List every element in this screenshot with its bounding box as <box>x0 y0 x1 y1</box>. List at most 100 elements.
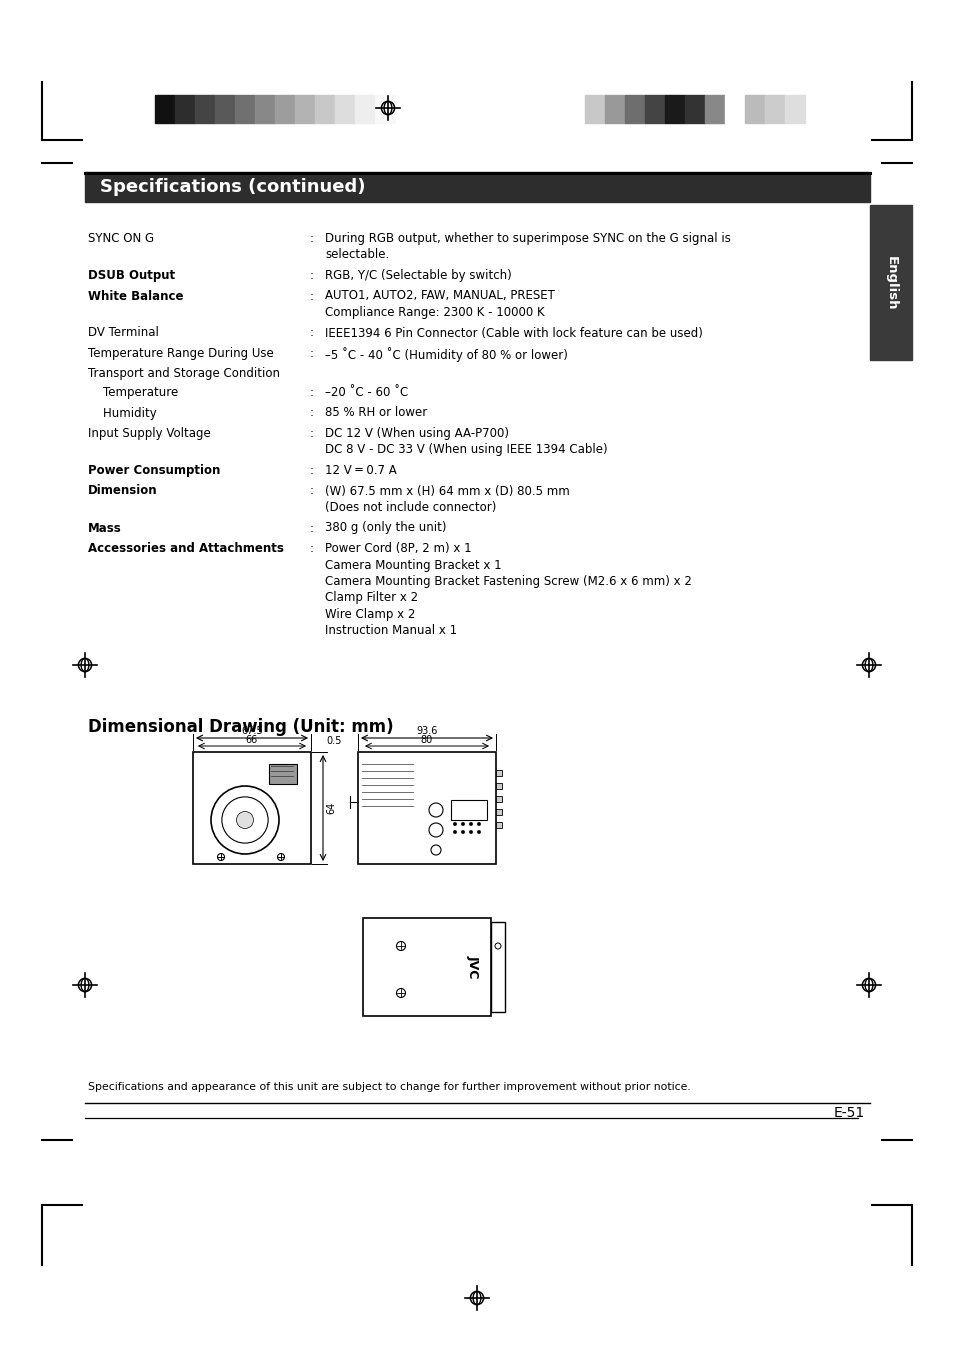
Bar <box>604 95 624 123</box>
Bar <box>624 95 644 123</box>
Bar <box>174 95 194 123</box>
Circle shape <box>453 831 456 834</box>
Text: Dimension: Dimension <box>88 485 157 497</box>
Text: :: : <box>310 269 314 282</box>
Circle shape <box>236 812 253 828</box>
Bar <box>704 95 724 123</box>
Circle shape <box>469 823 473 825</box>
Bar <box>496 796 501 802</box>
Text: :: : <box>310 289 314 303</box>
Text: 64: 64 <box>326 802 335 815</box>
Text: :: : <box>310 347 314 359</box>
Circle shape <box>476 831 480 834</box>
Bar <box>451 800 486 820</box>
Bar <box>496 784 501 789</box>
Bar <box>744 95 764 123</box>
Bar <box>684 95 704 123</box>
Text: Dimensional Drawing (Unit: mm): Dimensional Drawing (Unit: mm) <box>88 717 394 736</box>
Circle shape <box>460 823 464 825</box>
Text: During RGB output, whether to superimpose SYNC on the G signal is: During RGB output, whether to superimpos… <box>325 232 730 245</box>
Bar <box>234 95 254 123</box>
Bar <box>314 95 335 123</box>
Text: 12 V ═ 0.7 A: 12 V ═ 0.7 A <box>325 463 396 477</box>
Bar <box>724 95 744 123</box>
Circle shape <box>460 831 464 834</box>
Text: selectable.: selectable. <box>325 249 389 262</box>
Text: DC 8 V - DC 33 V (When using IEEE 1394 Cable): DC 8 V - DC 33 V (When using IEEE 1394 C… <box>325 443 607 457</box>
Text: Specifications and appearance of this unit are subject to change for further imp: Specifications and appearance of this un… <box>88 1082 690 1092</box>
Bar <box>869 205 911 359</box>
Text: 380 g (only the unit): 380 g (only the unit) <box>325 521 446 535</box>
Text: DV Terminal: DV Terminal <box>88 327 159 339</box>
Bar <box>294 95 314 123</box>
Text: English: English <box>883 255 897 311</box>
Text: Wire Clamp x 2: Wire Clamp x 2 <box>325 608 415 621</box>
Bar <box>194 95 214 123</box>
Bar <box>764 95 784 123</box>
Text: Compliance Range: 2300 K - 10000 K: Compliance Range: 2300 K - 10000 K <box>325 305 544 319</box>
Text: SYNC ON G: SYNC ON G <box>88 232 154 245</box>
Text: Accessories and Attachments: Accessories and Attachments <box>88 542 284 555</box>
Text: AUTO1, AUTO2, FAW, MANUAL, PRESET: AUTO1, AUTO2, FAW, MANUAL, PRESET <box>325 289 555 303</box>
Text: :: : <box>310 327 314 339</box>
Text: :: : <box>310 232 314 245</box>
Text: IEEE1394 6 Pin Connector (Cable with lock feature can be used): IEEE1394 6 Pin Connector (Cable with loc… <box>325 327 702 339</box>
Text: 0.5: 0.5 <box>327 736 342 746</box>
Bar <box>193 753 311 865</box>
Text: :: : <box>310 407 314 420</box>
Circle shape <box>453 823 456 825</box>
Text: :: : <box>310 521 314 535</box>
Bar <box>357 753 496 865</box>
Circle shape <box>476 823 480 825</box>
Bar <box>644 95 664 123</box>
Text: 85 % RH or lower: 85 % RH or lower <box>325 407 427 420</box>
Text: RGB, Y/C (Selectable by switch): RGB, Y/C (Selectable by switch) <box>325 269 511 282</box>
Text: Transport and Storage Condition: Transport and Storage Condition <box>88 367 280 381</box>
Text: 67.5: 67.5 <box>241 725 262 736</box>
Text: Input Supply Voltage: Input Supply Voltage <box>88 427 211 440</box>
Text: 80: 80 <box>420 735 433 744</box>
Bar <box>496 821 501 828</box>
Text: DC 12 V (When using AA-P700): DC 12 V (When using AA-P700) <box>325 427 509 440</box>
Text: DSUB Output: DSUB Output <box>88 269 175 282</box>
Text: Mass: Mass <box>88 521 122 535</box>
Text: –5 ˚C - 40 ˚C (Humidity of 80 % or lower): –5 ˚C - 40 ˚C (Humidity of 80 % or lower… <box>325 347 567 362</box>
Bar <box>355 95 375 123</box>
Bar <box>254 95 274 123</box>
Text: Clamp Filter x 2: Clamp Filter x 2 <box>325 592 417 604</box>
Bar <box>363 917 491 1016</box>
Circle shape <box>469 831 473 834</box>
Text: Temperature: Temperature <box>88 386 178 399</box>
Bar <box>269 765 296 784</box>
Bar <box>375 95 395 123</box>
Bar <box>496 809 501 815</box>
Bar <box>274 95 294 123</box>
Text: Temperature Range During Use: Temperature Range During Use <box>88 347 274 359</box>
Bar <box>664 95 684 123</box>
Text: (Does not include connector): (Does not include connector) <box>325 501 496 513</box>
Bar <box>584 95 604 123</box>
Text: E-51: E-51 <box>833 1106 864 1120</box>
Text: :: : <box>310 485 314 497</box>
Text: –20 ˚C - 60 ˚C: –20 ˚C - 60 ˚C <box>325 386 408 399</box>
Text: White Balance: White Balance <box>88 289 183 303</box>
Bar <box>491 921 504 1012</box>
Bar <box>335 95 355 123</box>
Text: Instruction Manual x 1: Instruction Manual x 1 <box>325 624 456 638</box>
Bar <box>496 770 501 775</box>
Bar <box>154 95 174 123</box>
Text: Camera Mounting Bracket Fastening Screw (M2.6 x 6 mm) x 2: Camera Mounting Bracket Fastening Screw … <box>325 576 691 588</box>
Bar <box>214 95 234 123</box>
Text: :: : <box>310 542 314 555</box>
Bar <box>784 95 804 123</box>
Text: :: : <box>310 463 314 477</box>
Text: Humidity: Humidity <box>88 407 156 420</box>
Text: JVC: JVC <box>466 955 479 978</box>
Text: Power Consumption: Power Consumption <box>88 463 220 477</box>
Text: Specifications (continued): Specifications (continued) <box>100 178 365 196</box>
Text: (W) 67.5 mm x (H) 64 mm x (D) 80.5 mm: (W) 67.5 mm x (H) 64 mm x (D) 80.5 mm <box>325 485 569 497</box>
Bar <box>85 172 869 203</box>
Text: Power Cord (8P, 2 m) x 1: Power Cord (8P, 2 m) x 1 <box>325 542 471 555</box>
Text: :: : <box>310 386 314 399</box>
Text: Camera Mounting Bracket x 1: Camera Mounting Bracket x 1 <box>325 558 501 571</box>
